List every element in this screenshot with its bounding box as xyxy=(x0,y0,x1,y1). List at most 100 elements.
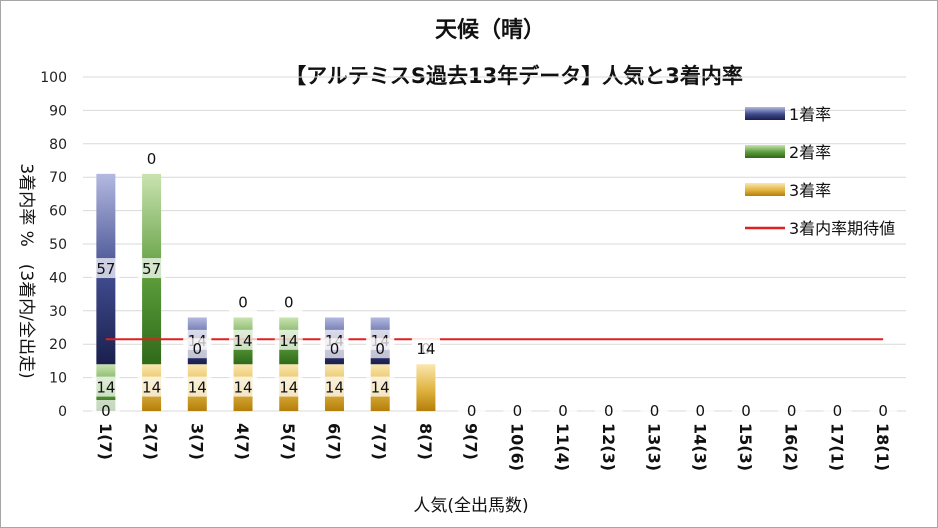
x-axis: 1(7) 2(7) 3(7) 4(7) 5(7) 6(7) 7(7) 8(7) 9(7) 10(6… xyxy=(96,423,892,471)
data-label: 14 xyxy=(96,379,115,397)
y-axis-title: 3着内率 % (3着内/全出走) xyxy=(16,163,36,378)
chart-subtitle: 【アルテミスS過去13年データ】人気と3着内率 xyxy=(285,64,743,88)
y-tick-label: 80 xyxy=(49,137,67,153)
y-tick-label: 40 xyxy=(49,270,67,286)
data-label-bg xyxy=(91,258,120,279)
data-label-bg xyxy=(366,376,395,397)
data-label-bg xyxy=(91,400,120,420)
legend-swatch xyxy=(745,145,785,158)
data-label: 0 xyxy=(741,402,751,420)
legend-swatch xyxy=(745,183,785,196)
x-axis-title: 人気(全出馬数) xyxy=(413,496,528,516)
data-label: 14 xyxy=(233,332,252,350)
legend-label: 3着率 xyxy=(789,181,831,200)
data-label-bg xyxy=(274,329,303,350)
data-label: 0 xyxy=(375,340,385,358)
x-category-label: 17(1) xyxy=(827,423,846,471)
data-label: 0 xyxy=(695,402,705,420)
x-category-label: 13(3) xyxy=(645,423,664,471)
data-label: 14 xyxy=(325,379,344,397)
data-label-bg xyxy=(731,400,760,420)
data-label: 0 xyxy=(467,402,477,420)
y-axis: 0 10 20 30 40 50 60 70 80 90 100 xyxy=(40,70,67,420)
data-label: 57 xyxy=(96,260,115,278)
x-category-label: 5(7) xyxy=(279,423,298,460)
data-label-bg xyxy=(183,338,212,359)
legend-label: 1着率 xyxy=(789,105,831,124)
data-label: 0 xyxy=(284,293,294,311)
data-label-bg xyxy=(594,400,623,420)
data-label: 57 xyxy=(142,260,161,278)
data-label-bg xyxy=(274,291,303,312)
x-category-label: 10(6) xyxy=(507,423,526,471)
y-tick-label: 70 xyxy=(49,170,67,186)
data-label-bg xyxy=(411,338,440,359)
data-label-bg xyxy=(777,400,806,420)
data-label: 0 xyxy=(513,402,523,420)
x-category-label: 9(7) xyxy=(462,423,481,460)
data-label-bg xyxy=(320,338,349,359)
legend-swatch xyxy=(745,107,785,120)
data-label: 0 xyxy=(101,402,111,420)
bars xyxy=(96,173,436,411)
y-tick-label: 50 xyxy=(49,237,67,253)
x-category-label: 8(7) xyxy=(416,423,435,460)
x-category-label: 12(3) xyxy=(599,423,618,471)
data-label-bg xyxy=(137,258,166,279)
y-tick-label: 100 xyxy=(40,70,67,86)
y-tick-label: 0 xyxy=(58,404,67,420)
data-label: 14 xyxy=(233,379,252,397)
data-label-bg xyxy=(869,400,898,420)
data-label: 0 xyxy=(878,402,888,420)
data-label: 0 xyxy=(330,340,340,358)
data-label: 14 xyxy=(188,379,207,397)
data-label: 0 xyxy=(787,402,797,420)
y-tick-label: 30 xyxy=(49,304,67,320)
data-label-bg xyxy=(320,376,349,397)
data-label: 0 xyxy=(650,402,660,420)
data-label-bg xyxy=(549,400,578,420)
data-label: 14 xyxy=(279,379,298,397)
x-category-label: 6(7) xyxy=(324,423,343,460)
data-label-bg xyxy=(503,400,532,420)
chart-title: 天候（晴） xyxy=(435,17,545,43)
data-label: 0 xyxy=(558,402,568,420)
data-label-bg xyxy=(686,400,715,420)
x-category-label: 18(1) xyxy=(873,423,892,471)
legend: 1着率 2着率 3着率 3着内率期待値 xyxy=(745,105,895,238)
data-label-bg xyxy=(137,147,166,168)
x-category-label: 3(7) xyxy=(187,423,206,460)
x-category-label: 16(2) xyxy=(782,423,801,471)
data-label: 14 xyxy=(416,340,435,358)
y-tick-label: 90 xyxy=(49,103,67,119)
data-label-bg xyxy=(137,376,166,397)
x-category-label: 7(7) xyxy=(370,423,389,460)
bar-segment xyxy=(416,364,436,411)
data-label: 14 xyxy=(279,332,298,350)
legend-label: 3着内率期待値 xyxy=(789,219,895,238)
x-category-label: 14(3) xyxy=(690,423,709,471)
data-label-bg xyxy=(91,376,120,397)
y-tick-label: 10 xyxy=(49,371,67,387)
x-category-label: 2(7) xyxy=(142,423,161,460)
data-label: 0 xyxy=(147,150,157,168)
data-labels: 5701400141400000000000145701414001401414… xyxy=(91,147,898,420)
data-label-bg xyxy=(229,291,258,312)
data-label-bg xyxy=(457,400,486,420)
data-label-bg xyxy=(183,376,212,397)
data-label-bg xyxy=(274,376,303,397)
data-label: 14 xyxy=(142,379,161,397)
data-label-bg xyxy=(823,400,852,420)
legend-label: 2着率 xyxy=(789,143,831,162)
x-category-label: 15(3) xyxy=(736,423,755,471)
y-tick-label: 60 xyxy=(49,204,67,220)
y-tick-label: 20 xyxy=(49,337,67,353)
data-label-bg xyxy=(229,376,258,397)
x-category-label: 1(7) xyxy=(96,423,115,460)
data-label: 0 xyxy=(604,402,614,420)
data-label: 0 xyxy=(193,340,203,358)
x-category-label: 4(7) xyxy=(233,423,252,460)
x-category-label: 11(4) xyxy=(553,423,572,471)
data-label: 0 xyxy=(833,402,843,420)
